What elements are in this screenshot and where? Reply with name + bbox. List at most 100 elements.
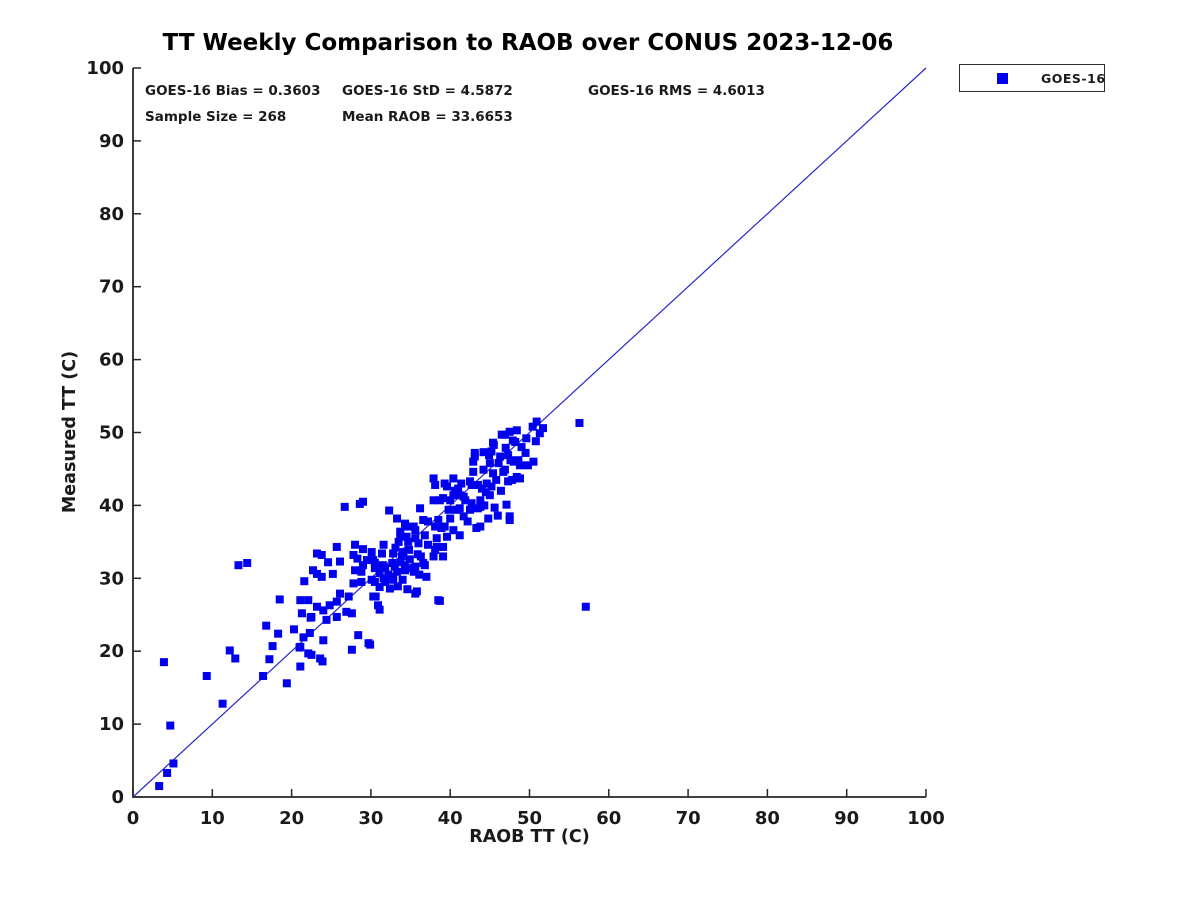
data-point-marker xyxy=(419,558,428,567)
data-point-marker xyxy=(319,606,328,615)
data-point-marker xyxy=(501,443,510,452)
data-point-marker xyxy=(347,609,356,618)
data-point-marker xyxy=(461,496,470,505)
data-point-marker xyxy=(399,548,408,557)
y-tick-label: 10 xyxy=(99,714,124,735)
data-point-marker xyxy=(466,477,475,486)
data-point-marker xyxy=(388,558,397,567)
data-point-marker xyxy=(482,479,491,488)
data-point-marker xyxy=(446,496,455,505)
legend-box: GOES-16 xyxy=(959,64,1105,92)
data-point-marker xyxy=(296,596,305,605)
data-point-marker xyxy=(324,558,333,567)
data-point-marker xyxy=(375,569,384,578)
data-point-marker xyxy=(457,479,466,488)
data-point-marker xyxy=(234,561,243,570)
data-point-marker xyxy=(378,549,387,558)
y-tick-label: 30 xyxy=(99,568,124,589)
data-point-marker xyxy=(225,646,234,655)
data-point-marker xyxy=(473,480,482,489)
data-point-marker xyxy=(404,545,413,554)
data-point-marker xyxy=(529,457,538,466)
data-point-marker xyxy=(431,522,440,531)
data-point-marker xyxy=(432,534,441,543)
data-point-marker xyxy=(319,636,328,645)
data-point-marker xyxy=(218,699,227,708)
data-point-marker xyxy=(299,633,308,642)
stat-mean-raob: Mean RAOB = 33.6653 xyxy=(342,109,513,125)
data-point-marker xyxy=(505,512,514,521)
y-tick-label: 20 xyxy=(99,641,124,662)
data-point-marker xyxy=(340,502,349,511)
x-tick-label: 40 xyxy=(438,808,463,829)
y-tick-label: 0 xyxy=(111,787,124,808)
x-tick-label: 70 xyxy=(676,808,701,829)
data-point-marker xyxy=(385,584,394,593)
y-tick-label: 100 xyxy=(86,58,124,79)
data-point-marker xyxy=(500,465,509,474)
data-point-marker xyxy=(349,550,358,559)
data-point-marker xyxy=(532,417,541,426)
x-tick-label: 30 xyxy=(358,808,383,829)
data-point-marker xyxy=(358,545,367,554)
data-point-marker xyxy=(440,522,449,531)
data-point-marker xyxy=(351,540,360,549)
data-point-marker xyxy=(485,459,494,468)
data-point-marker xyxy=(159,658,168,667)
data-point-marker xyxy=(581,602,590,611)
data-point-marker xyxy=(332,612,341,621)
data-point-marker xyxy=(439,542,448,551)
data-point-marker xyxy=(385,506,394,515)
data-point-marker xyxy=(357,577,366,586)
identity-line xyxy=(132,67,927,798)
data-point-marker xyxy=(391,543,400,552)
x-tick-label: 100 xyxy=(907,808,945,829)
data-point-marker xyxy=(259,671,268,680)
data-point-marker xyxy=(492,475,501,484)
data-point-marker xyxy=(389,575,398,584)
data-point-marker xyxy=(342,607,351,616)
data-point-marker xyxy=(535,429,544,438)
data-point-marker xyxy=(489,469,498,478)
data-point-marker xyxy=(169,759,178,768)
data-point-marker xyxy=(429,552,438,561)
data-point-marker xyxy=(262,621,271,630)
data-point-marker xyxy=(490,503,499,512)
data-point-marker xyxy=(463,517,472,526)
data-point-marker xyxy=(504,451,513,460)
data-point-marker xyxy=(317,572,326,581)
data-point-marker xyxy=(479,465,488,474)
data-point-marker xyxy=(523,461,532,470)
data-point-marker xyxy=(357,567,366,576)
data-point-marker xyxy=(202,671,211,680)
data-point-marker xyxy=(509,457,518,466)
data-point-marker xyxy=(502,500,511,509)
data-point-marker xyxy=(434,596,443,605)
x-tick-label: 60 xyxy=(596,808,621,829)
data-point-marker xyxy=(393,514,402,523)
data-point-marker xyxy=(505,427,514,436)
data-point-marker xyxy=(469,467,478,476)
y-axis-label: Measured TT (C) xyxy=(60,350,80,514)
data-point-marker xyxy=(300,577,309,586)
data-point-marker xyxy=(403,585,412,594)
data-point-marker xyxy=(265,655,274,664)
data-point-marker xyxy=(396,531,405,540)
data-point-marker xyxy=(416,552,425,561)
data-point-marker xyxy=(332,542,341,551)
data-point-marker xyxy=(231,654,240,663)
data-point-marker xyxy=(400,566,409,575)
y-tick-label: 90 xyxy=(99,131,124,152)
data-point-marker xyxy=(381,577,390,586)
data-point-marker xyxy=(389,549,398,558)
data-point-marker xyxy=(449,474,458,483)
data-point-marker xyxy=(402,532,411,541)
data-point-marker xyxy=(375,583,384,592)
data-point-marker xyxy=(446,514,455,523)
data-point-marker xyxy=(415,570,424,579)
data-point-marker xyxy=(289,625,298,634)
data-point-marker xyxy=(325,601,334,610)
data-point-marker xyxy=(393,582,402,591)
